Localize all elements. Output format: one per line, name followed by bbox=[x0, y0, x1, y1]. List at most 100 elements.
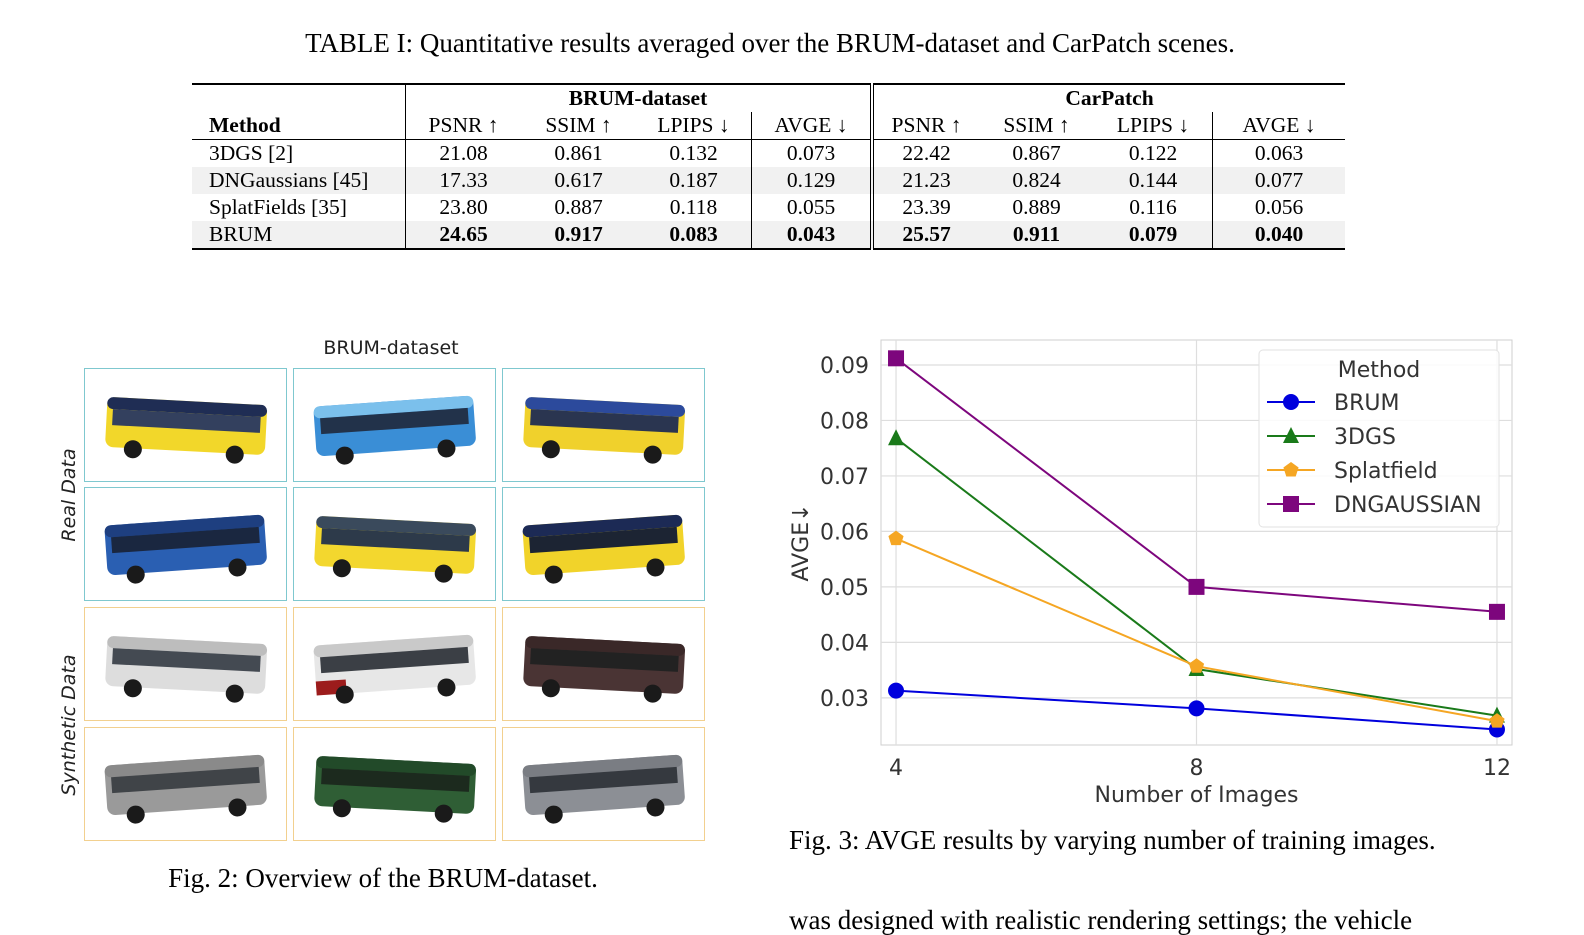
value-cell: 0.040 bbox=[1212, 221, 1345, 250]
value-cell: 23.39 bbox=[870, 194, 979, 221]
figure2-title: BRUM-dataset bbox=[323, 337, 459, 359]
bus-image-grey-bus bbox=[84, 727, 287, 841]
bus-image-grey-coach-front bbox=[502, 727, 705, 841]
bus-illustration bbox=[105, 636, 268, 703]
bus-illustration bbox=[314, 516, 477, 583]
value-cell: 22.42 bbox=[870, 139, 979, 167]
bus-image-dark-brown-coach bbox=[502, 607, 705, 721]
bus-image-articulated-bus-side bbox=[502, 487, 705, 601]
value-cell: 0.187 bbox=[636, 167, 752, 194]
y-tick-label: 0.06 bbox=[820, 520, 869, 545]
y-tick-label: 0.03 bbox=[820, 687, 869, 712]
bus-illustration bbox=[105, 397, 268, 464]
bus-image-blue-coach-side bbox=[84, 487, 287, 601]
value-cell: 0.056 bbox=[1212, 194, 1345, 221]
table-row: SplatFields [35] 23.80 0.887 0.118 0.055… bbox=[192, 194, 1345, 221]
value-cell: 0.889 bbox=[1012, 195, 1061, 219]
figure3-caption: Fig. 3: AVGE results by varying number o… bbox=[789, 825, 1436, 855]
data-point-splatfield bbox=[1188, 658, 1205, 673]
value-cell: 0.867 bbox=[1012, 141, 1061, 165]
table-row: BRUM 24.65 0.917 0.083 0.043 25.57 0.911… bbox=[192, 221, 1345, 250]
bus-image-yellow-bus-front bbox=[293, 487, 496, 601]
metric-header: PSNR ↑ bbox=[405, 112, 521, 140]
y-tick-label: 0.05 bbox=[820, 576, 869, 601]
bus-image-white-coach bbox=[84, 607, 287, 721]
x-tick-label: 4 bbox=[889, 756, 903, 781]
method-cell: 3DGS [2] bbox=[209, 141, 294, 165]
metric-header: PSNR ↑ bbox=[870, 112, 979, 140]
results-table: BRUM-dataset CarPatch Method PSNR ↑ SSIM… bbox=[192, 83, 1345, 250]
y-tick-label: 0.09 bbox=[820, 354, 869, 379]
value-cell: 0.077 bbox=[1212, 167, 1345, 194]
legend-label: BRUM bbox=[1334, 391, 1399, 416]
data-point-dngaussian bbox=[888, 350, 905, 367]
metric-header: LPIPS ↓ bbox=[1094, 112, 1213, 140]
table-row: DNGaussians [45] 17.33 0.617 0.187 0.129… bbox=[192, 167, 1345, 194]
value-cell: 0.118 bbox=[669, 195, 718, 219]
data-point-splatfield bbox=[1489, 713, 1505, 728]
metric-header: SSIM ↑ bbox=[979, 112, 1094, 140]
bus-illustration bbox=[523, 397, 686, 464]
value-cell: 24.65 bbox=[405, 221, 521, 250]
bus-illustration bbox=[104, 514, 267, 584]
x-tick-label: 12 bbox=[1483, 756, 1511, 781]
value-cell: 0.073 bbox=[751, 139, 872, 167]
table-header-row-groups: BRUM-dataset CarPatch bbox=[192, 83, 1345, 112]
y-tick-label: 0.08 bbox=[820, 409, 869, 434]
bus-illustration bbox=[522, 754, 685, 824]
value-cell: 0.132 bbox=[669, 141, 718, 165]
value-cell: 0.043 bbox=[751, 221, 872, 250]
row-label-synthetic: Synthetic Data bbox=[58, 654, 80, 796]
table-header-row-metrics: Method PSNR ↑ SSIM ↑ LPIPS ↓ AVGE ↓ PSNR… bbox=[192, 112, 1345, 140]
method-header: Method bbox=[192, 112, 406, 140]
value-cell: 0.824 bbox=[979, 167, 1094, 194]
metric-header: LPIPS ↓ bbox=[636, 112, 752, 140]
value-cell: 0.861 bbox=[554, 141, 603, 165]
y-tick-label: 0.04 bbox=[820, 631, 869, 656]
value-cell: 0.129 bbox=[751, 167, 872, 194]
legend-label: DNGAUSSIAN bbox=[1334, 493, 1482, 518]
bus-illustration bbox=[314, 756, 477, 823]
data-point-dngaussian bbox=[1188, 578, 1205, 595]
value-cell: 25.57 bbox=[870, 221, 979, 250]
metric-header: AVGE ↓ bbox=[1212, 112, 1345, 140]
method-cell: SplatFields [35] bbox=[209, 195, 347, 219]
legend-label: Splatfield bbox=[1334, 459, 1438, 484]
group-header-carpatch: CarPatch bbox=[870, 83, 1345, 112]
data-point-splatfield bbox=[888, 530, 904, 546]
method-cell: BRUM bbox=[192, 221, 406, 250]
value-cell: 0.079 bbox=[1094, 221, 1213, 250]
legend-title: Method bbox=[1338, 358, 1421, 383]
legend-label: 3DGS bbox=[1334, 425, 1396, 450]
data-point-dngaussian bbox=[1488, 603, 1505, 620]
value-cell: 21.08 bbox=[405, 139, 521, 167]
bus-image-red-white-bus bbox=[293, 607, 496, 721]
data-point-brum bbox=[1188, 700, 1205, 717]
value-cell: 0.063 bbox=[1212, 139, 1345, 167]
bus-illustration bbox=[313, 634, 476, 704]
metric-header: SSIM ↑ bbox=[521, 112, 636, 140]
group-header-brum: BRUM-dataset bbox=[405, 83, 872, 112]
table-caption: TABLE I: Quantitative results averaged o… bbox=[305, 28, 1235, 58]
bus-illustration bbox=[522, 514, 685, 584]
value-cell: 0.911 bbox=[979, 221, 1094, 250]
bus-image-yellow-city-bus-front bbox=[84, 368, 287, 482]
figure2-caption: Fig. 2: Overview of the BRUM-dataset. bbox=[168, 863, 598, 893]
legend-marker-splatfield bbox=[1283, 462, 1299, 477]
y-tick-label: 0.07 bbox=[820, 465, 869, 490]
data-point-3dgs bbox=[888, 429, 905, 446]
bus-image-blue-bus-side bbox=[293, 368, 496, 482]
legend-marker-brum bbox=[1283, 394, 1299, 410]
value-cell: 0.887 bbox=[554, 195, 603, 219]
legend-marker-dngaussian bbox=[1283, 496, 1299, 512]
body-text: was designed with realistic rendering se… bbox=[789, 905, 1413, 935]
bus-image-yellow-blue-bus-side bbox=[502, 368, 705, 482]
value-cell: 21.23 bbox=[870, 167, 979, 194]
value-cell: 17.33 bbox=[405, 167, 521, 194]
legend-marker-3dgs bbox=[1283, 427, 1299, 443]
bus-illustration bbox=[104, 754, 267, 824]
x-axis-label: Number of Images bbox=[1095, 783, 1299, 808]
row-label-real: Real Data bbox=[58, 448, 80, 542]
data-point-brum bbox=[888, 682, 905, 699]
avge-line-chart: 0.03 0.04 0.05 0.06 0.07 0.08 0.09 4 8 12 Number o… bbox=[789, 339, 1513, 808]
